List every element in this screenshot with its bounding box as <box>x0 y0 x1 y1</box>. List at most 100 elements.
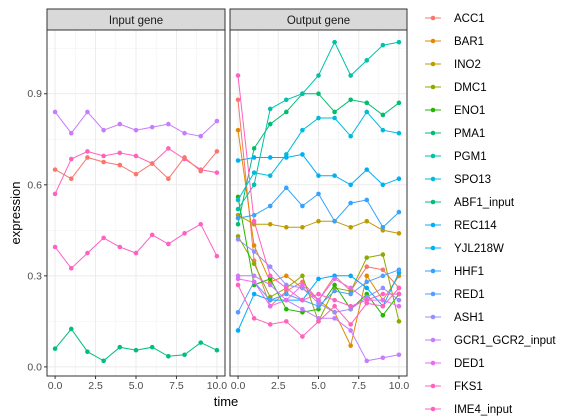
legend-key-point <box>430 84 436 90</box>
legend-item: ABF1_input <box>425 197 515 209</box>
data-point <box>396 303 402 309</box>
data-point <box>235 97 241 103</box>
x-tick-label: 2.5 <box>271 380 286 392</box>
legend-label: RED1 <box>454 289 485 301</box>
data-point <box>52 109 58 115</box>
data-point <box>332 297 337 303</box>
data-point <box>235 197 241 203</box>
data-point <box>380 42 386 48</box>
legend-label: HHF1 <box>454 266 484 278</box>
data-point <box>284 306 289 312</box>
series-yjl218w <box>235 152 402 188</box>
data-point <box>332 218 337 224</box>
legend-key-point <box>430 176 436 182</box>
legend: ACC1 BAR1 INO2 DMC1 ENO1 PMA1 PGM1 SPO13 ABF1_in… <box>425 13 556 416</box>
facet-strip-label: Output gene <box>287 15 350 27</box>
y-tick-label: 0.0 <box>27 361 42 373</box>
legend-label: ASH1 <box>454 312 484 324</box>
legend-key-point <box>430 153 436 159</box>
legend-label: REC114 <box>454 220 497 232</box>
legend-item: IME4_input <box>425 404 513 416</box>
data-point <box>251 146 257 151</box>
legend-item: DMC1 <box>425 82 487 94</box>
data-point <box>348 328 353 333</box>
data-point <box>52 167 58 172</box>
data-point <box>68 156 74 162</box>
data-point <box>348 343 353 348</box>
data-point <box>348 224 353 230</box>
legend-label: PGM1 <box>454 151 487 163</box>
data-point <box>364 285 370 291</box>
data-point <box>251 243 257 248</box>
x-tick-label: 10.0 <box>389 380 410 392</box>
data-point <box>300 273 305 279</box>
legend-label: FKS1 <box>454 381 483 393</box>
data-point <box>396 231 402 236</box>
legend-key-point <box>430 245 436 251</box>
data-point <box>235 215 241 221</box>
data-point <box>267 282 273 288</box>
data-point <box>364 264 370 270</box>
data-point <box>364 255 370 260</box>
legend-item: FKS1 <box>425 381 483 393</box>
data-point <box>235 282 241 288</box>
data-point <box>332 288 337 294</box>
data-point <box>133 171 139 177</box>
data-point <box>380 127 386 133</box>
data-point <box>182 231 187 236</box>
data-point <box>251 182 257 188</box>
data-point <box>251 291 257 297</box>
legend-key-point <box>430 15 436 21</box>
data-point <box>284 319 289 324</box>
data-point <box>214 149 220 154</box>
data-point <box>149 124 155 130</box>
legend-label: IME4_input <box>454 404 513 416</box>
data-point <box>251 212 257 218</box>
legend-key-point <box>430 360 436 366</box>
data-point <box>267 221 273 227</box>
legend-label: YJL218W <box>454 243 504 255</box>
data-point <box>214 253 220 259</box>
data-point <box>85 109 90 115</box>
data-point <box>235 127 241 133</box>
data-point <box>364 279 370 285</box>
legend-item: RED1 <box>425 289 485 301</box>
data-point <box>267 203 273 209</box>
data-point <box>267 121 273 127</box>
data-point <box>380 112 386 118</box>
data-point <box>101 159 106 165</box>
legend-key-point <box>430 199 436 205</box>
legend-item: YJL218W <box>425 243 504 255</box>
data-point <box>348 303 353 309</box>
data-point <box>364 300 370 306</box>
data-point <box>267 264 273 270</box>
data-point <box>182 155 187 160</box>
y-axis-title: expression <box>8 182 23 245</box>
y-tick-label: 0.9 <box>27 88 42 100</box>
series-abf1-input <box>52 326 220 364</box>
legend-key-point <box>430 61 436 67</box>
series-ime4-input <box>235 282 402 339</box>
data-point <box>284 224 289 230</box>
data-point <box>182 130 187 136</box>
data-point <box>332 316 337 321</box>
data-point <box>284 297 289 303</box>
data-point <box>316 191 321 197</box>
data-point <box>166 353 171 359</box>
data-point <box>396 352 402 358</box>
data-point <box>117 150 123 156</box>
data-point <box>267 273 273 279</box>
legend-item: ASH1 <box>425 312 484 324</box>
data-point <box>214 170 220 175</box>
data-point <box>166 241 171 247</box>
data-point <box>284 291 289 297</box>
legend-item: PMA1 <box>425 128 485 140</box>
data-point <box>101 235 106 241</box>
data-point <box>380 312 386 318</box>
data-point <box>316 297 321 303</box>
data-point <box>52 244 58 250</box>
data-point <box>267 155 273 160</box>
data-point <box>133 127 139 133</box>
data-point <box>85 349 90 355</box>
data-point <box>380 252 386 257</box>
